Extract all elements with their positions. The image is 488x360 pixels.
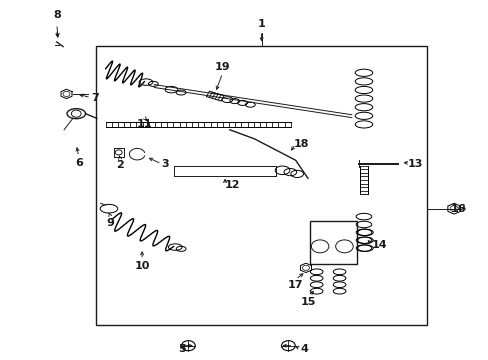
Text: 14: 14 (370, 239, 386, 249)
Text: 2: 2 (116, 160, 124, 170)
Text: 8: 8 (53, 10, 61, 21)
Text: 1: 1 (257, 19, 265, 30)
Text: 10: 10 (134, 261, 149, 271)
Text: 19: 19 (214, 62, 230, 72)
Text: 9: 9 (106, 218, 114, 228)
Text: 16: 16 (450, 204, 466, 214)
Text: 15: 15 (300, 297, 315, 307)
Text: 4: 4 (300, 344, 308, 354)
Text: 7: 7 (91, 93, 99, 103)
Text: 17: 17 (287, 280, 303, 291)
Bar (310, 221, 356, 264)
Circle shape (181, 341, 195, 351)
Text: 13: 13 (407, 159, 422, 169)
Text: 12: 12 (224, 180, 240, 190)
Text: 5: 5 (178, 344, 186, 354)
Text: 18: 18 (293, 139, 308, 149)
Circle shape (281, 341, 295, 351)
Bar (96, 45, 427, 325)
Text: 11: 11 (137, 119, 152, 129)
Text: 3: 3 (161, 159, 169, 169)
Text: 6: 6 (75, 158, 82, 168)
